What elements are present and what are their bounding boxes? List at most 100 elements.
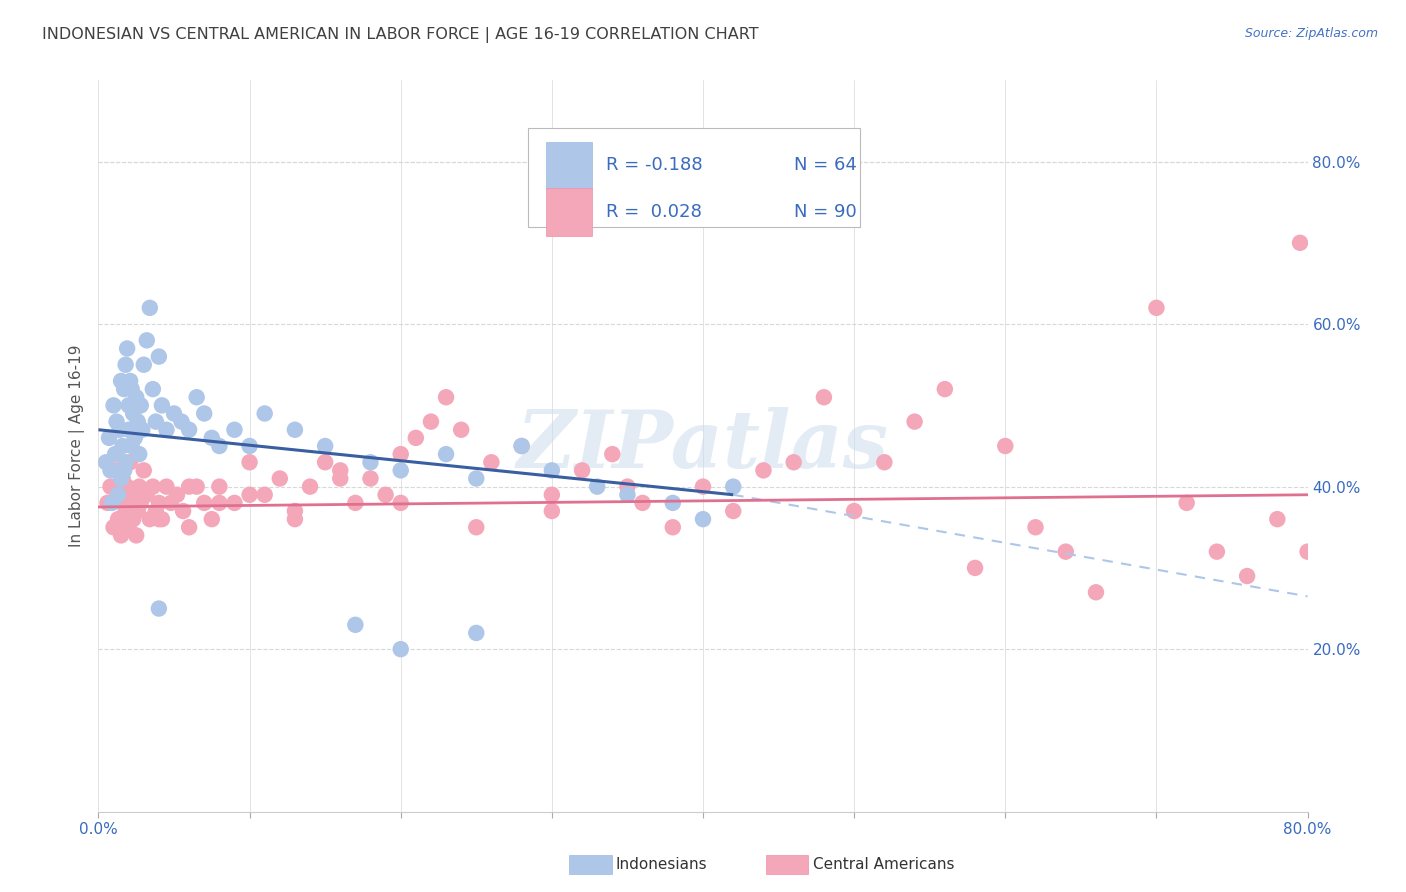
Point xyxy=(121,496,143,510)
Point xyxy=(616,488,638,502)
Point xyxy=(155,480,177,494)
Point xyxy=(481,455,503,469)
Point xyxy=(208,480,231,494)
Point xyxy=(1236,569,1258,583)
Point xyxy=(405,431,427,445)
Point xyxy=(224,423,246,437)
Point xyxy=(510,439,533,453)
Point xyxy=(752,463,775,477)
Point xyxy=(465,471,488,485)
Point xyxy=(110,471,132,485)
Point xyxy=(571,463,593,477)
Point xyxy=(132,463,155,477)
Point xyxy=(208,439,231,453)
Point xyxy=(510,439,533,453)
Point xyxy=(586,480,609,494)
Point xyxy=(284,423,307,437)
Text: Central Americans: Central Americans xyxy=(813,857,955,871)
Bar xyxy=(546,142,592,189)
Point xyxy=(148,512,170,526)
Point xyxy=(172,504,194,518)
Point xyxy=(465,520,488,534)
Text: N = 64: N = 64 xyxy=(793,156,856,174)
Point xyxy=(120,455,142,469)
Point xyxy=(1296,544,1319,558)
Point xyxy=(450,423,472,437)
Point xyxy=(125,390,148,404)
Point xyxy=(224,496,246,510)
Point xyxy=(661,520,683,534)
Bar xyxy=(546,188,592,235)
Point xyxy=(128,447,150,461)
Point xyxy=(131,423,153,437)
Point xyxy=(115,342,138,356)
Point xyxy=(150,512,173,526)
Point xyxy=(723,504,745,518)
Point xyxy=(122,407,145,421)
Point xyxy=(965,561,987,575)
Point xyxy=(166,488,188,502)
Point xyxy=(112,382,135,396)
Point xyxy=(118,423,141,437)
Text: Source: ZipAtlas.com: Source: ZipAtlas.com xyxy=(1244,27,1378,40)
Text: R =  0.028: R = 0.028 xyxy=(606,202,702,220)
Point xyxy=(163,407,186,421)
Point xyxy=(374,488,396,502)
Point xyxy=(389,496,412,510)
Point xyxy=(540,463,562,477)
Point xyxy=(110,374,132,388)
Point xyxy=(127,504,149,518)
Point xyxy=(344,496,367,510)
Point xyxy=(284,504,307,518)
Point xyxy=(128,480,150,494)
Point xyxy=(208,496,231,510)
Point xyxy=(111,439,134,453)
Point xyxy=(1206,544,1229,558)
Point xyxy=(420,415,443,429)
Point xyxy=(107,512,129,526)
Point xyxy=(540,488,562,502)
Point xyxy=(148,601,170,615)
Point xyxy=(314,439,336,453)
Point xyxy=(1144,301,1167,315)
Point xyxy=(122,512,145,526)
Point xyxy=(132,358,155,372)
Point xyxy=(150,398,173,412)
Point xyxy=(155,423,177,437)
Point xyxy=(434,390,457,404)
Point xyxy=(201,431,224,445)
Point xyxy=(434,447,457,461)
Point xyxy=(994,439,1017,453)
Point xyxy=(135,334,157,348)
Point xyxy=(96,496,118,510)
Point xyxy=(239,488,262,502)
Point xyxy=(121,439,143,453)
Point xyxy=(314,455,336,469)
Point xyxy=(873,455,896,469)
Text: INDONESIAN VS CENTRAL AMERICAN IN LABOR FORCE | AGE 16-19 CORRELATION CHART: INDONESIAN VS CENTRAL AMERICAN IN LABOR … xyxy=(42,27,759,43)
Text: R = -0.188: R = -0.188 xyxy=(606,156,703,174)
Point xyxy=(1085,585,1108,599)
Point xyxy=(120,374,142,388)
Point xyxy=(201,512,224,526)
Point xyxy=(148,496,170,510)
Point xyxy=(121,382,143,396)
Point xyxy=(114,504,136,518)
Point xyxy=(193,496,215,510)
Point xyxy=(253,407,276,421)
Point xyxy=(110,528,132,542)
Point xyxy=(299,480,322,494)
Point xyxy=(934,382,956,396)
Point xyxy=(112,463,135,477)
Point xyxy=(1175,496,1198,510)
Point xyxy=(1024,520,1046,534)
Point xyxy=(105,415,128,429)
Point xyxy=(360,455,382,469)
Point xyxy=(104,447,127,461)
Point xyxy=(142,480,165,494)
Text: ZIPatlas: ZIPatlas xyxy=(517,408,889,484)
Point xyxy=(179,480,201,494)
Point xyxy=(269,471,291,485)
Point xyxy=(329,471,352,485)
Point xyxy=(124,431,146,445)
